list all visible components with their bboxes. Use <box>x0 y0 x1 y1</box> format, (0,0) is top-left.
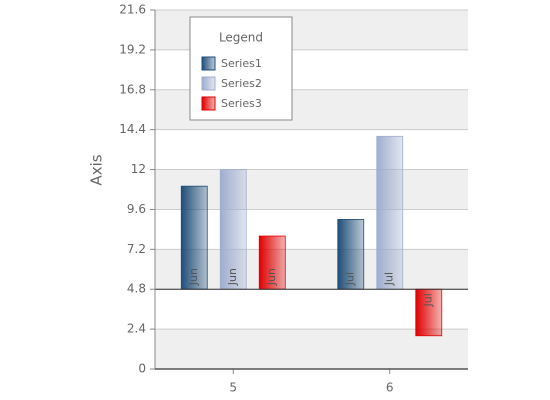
bar-label: Jul <box>344 272 357 286</box>
y-tick-label: 21.6 <box>119 3 146 17</box>
bar-label: Jun <box>265 268 278 286</box>
y-tick-label: 16.8 <box>119 82 146 96</box>
y-tick-label: 9.6 <box>127 202 146 216</box>
y-tick-label: 7.2 <box>127 242 146 256</box>
bar <box>258 235 286 290</box>
legend-label: Series1 <box>221 57 262 70</box>
y-tick-label: 0 <box>138 362 146 376</box>
legend-title: Legend <box>219 31 263 45</box>
x-tick-label: 5 <box>229 381 237 395</box>
bar <box>376 135 404 290</box>
bar <box>337 219 365 290</box>
y-tick-label: 14.4 <box>119 122 146 136</box>
legend-swatch <box>201 76 216 91</box>
bar <box>415 288 443 337</box>
legend-label: Series3 <box>221 97 262 110</box>
legend-label: Series2 <box>221 77 262 90</box>
y-tick-label: 19.2 <box>119 42 146 56</box>
bar-label: Jun <box>226 268 239 286</box>
y-tick-label: 2.4 <box>127 322 146 336</box>
bar-label: Jul <box>422 293 435 307</box>
bar <box>180 185 208 290</box>
legend-swatch <box>201 96 216 111</box>
y-tick-label: 12 <box>131 162 146 176</box>
x-tick-label: 6 <box>386 381 394 395</box>
y-axis-title: Axis <box>88 154 106 185</box>
bar-label: Jul <box>383 272 396 286</box>
y-tick-label: 4.8 <box>127 282 146 296</box>
bar-label: Jun <box>187 268 200 286</box>
legend-swatch <box>201 56 216 71</box>
